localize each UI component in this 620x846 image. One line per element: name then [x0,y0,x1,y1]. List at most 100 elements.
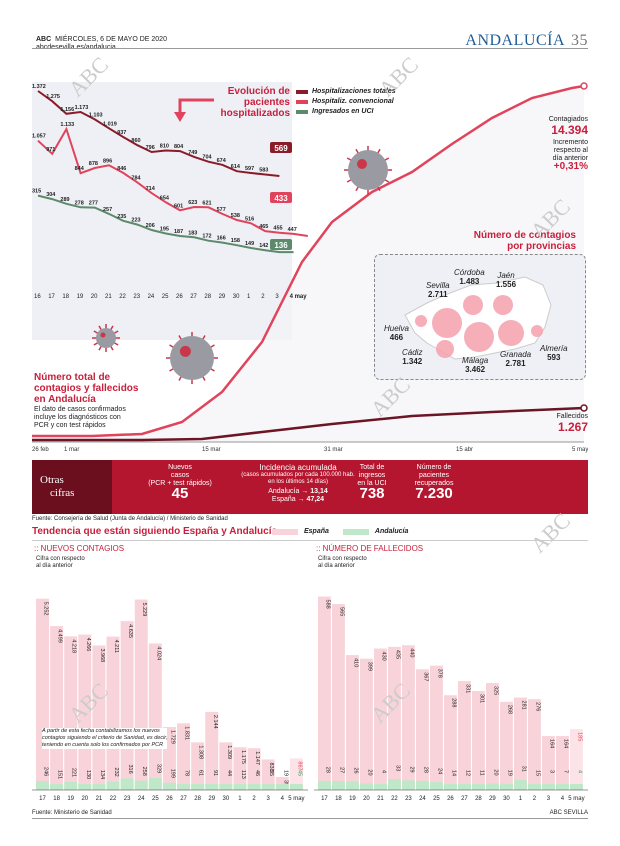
bar-espana [500,701,513,790]
main-chart-note: El dato de casos confirmados incluye los… [34,406,126,429]
bar-espana [92,645,106,790]
legend-andalucia-swatch [342,528,369,535]
bar-x-tick: 17 [321,796,328,802]
prov-huelva: Huelva 466 [384,324,409,342]
fallecidos-chart: 5882817565271841026193992020430421435332… [314,596,588,802]
bar-espana-label: 367 [422,672,428,681]
bar-espana-label: 4.499 [57,629,63,643]
hosp-x-tick: 22 [119,294,126,300]
bar-espana [430,665,443,790]
hosp-conv-label: 971 [46,147,55,153]
hosp-uci-label: 206 [146,223,155,229]
legend-uci: Ingresados en UCI [296,108,396,115]
bar-espana-label: 4.024 [155,646,161,660]
bar-espana [318,596,331,790]
bar-espana [514,697,527,790]
prov-jaen: Jaén 1.556 [496,271,517,289]
hosp-uci-label: 315 [32,189,41,195]
bar-x-tick: 1 [238,796,242,802]
bar-espana [50,626,64,790]
bar-andalucia [388,779,401,790]
bar-espana [106,636,120,790]
bar-andalucia-label: 4 [576,770,582,773]
bar-andalucia [444,784,457,790]
hosp-conv-label: 1.133 [60,122,74,128]
bar-andalucia-label: 258 [141,767,147,776]
bar-andalucia [191,784,205,790]
hosp-x-tick: 30 [233,294,240,300]
bar-andalucia [36,781,49,790]
hosp-conv-label: 516 [245,216,254,222]
bar-x-tick: 21 [377,796,384,802]
hosp-totales-label: 674 [217,158,227,164]
bar-espana [148,643,162,790]
band-uci: Total de ingresos en la UCI 738 [357,464,387,502]
hosp-uci-label: 195 [160,226,169,232]
main-x-tick: 31 mar [324,447,343,453]
bar-x-tick: 20 [363,796,370,802]
bar-x-tick: 24 [138,796,145,802]
bar-andalucia-label: 44 [226,770,232,776]
hosp-totales-label: 614 [231,164,241,170]
hosp-uci-label: 149 [245,241,254,247]
bubble-jaen [493,295,513,315]
bar-andalucia [261,784,275,790]
bar-x-tick: 17 [39,796,46,802]
bar-andalucia-label: 61 [198,770,204,776]
bar-espana-label: 1.147 [254,751,260,765]
bar-espana-label: 4.211 [113,640,119,653]
hosp-uci-label: 172 [202,234,211,240]
bar-x-tick: 24 [419,796,426,802]
hosp-totales-label: 937 [117,130,126,136]
bar-andalucia [177,784,191,790]
bar-espana [36,598,49,790]
hosp-x-tick: 1 [247,294,251,300]
main-x-tick: 5 may [572,447,588,453]
hosp-x-tick: 23 [133,294,140,300]
prov-almeria: Almería 593 [540,344,568,362]
contagiados-value: 14.394 [551,123,588,137]
bar-x-tick: 19 [349,796,356,802]
bar-x-tick: 2 [533,796,537,802]
hosp-uci-label: 277 [89,201,98,207]
bar-andalucia-label: 33 [394,765,400,771]
prov-granada: Granada 2.781 [500,350,532,368]
bar-espana-label: 268 [506,705,512,714]
bar-espana [542,736,555,790]
bar-x-tick: 4 [281,796,285,802]
legend-convencional: Hospitaliz. convencional [296,98,396,105]
bar-espana-label: 185 [576,732,582,741]
bar-andalucia [542,784,555,790]
contagiados-line [32,84,585,438]
bar-espana [191,742,205,790]
footer-rule [32,818,588,819]
virus-icon [170,336,214,380]
hosp-totales-label: 804 [174,144,184,150]
bar-andalucia [332,781,345,790]
hosp-totales-line [37,90,280,177]
bar-espana [247,748,261,790]
bar-espana-label: 301 [478,694,484,703]
hosp-legend: Hospitalizaciones totales Hospitaliz. co… [296,88,396,115]
watermark: ABC [525,507,576,558]
virus-icon-dot [357,159,367,169]
bar-andalucia-label: 91 [212,770,218,776]
bar-x-tick: 28 [194,796,201,802]
bar-andalucia-label: 28 [422,767,428,773]
hosp-title: Evolución de pacientes hospitalizados [220,86,290,119]
bar-espana [261,759,275,790]
bar-andalucia [205,784,219,790]
bar-espana [205,711,219,790]
bar-espana [388,646,401,790]
contagiados-end [580,82,588,90]
bar-espana-label: 4.218 [71,639,77,653]
hosp-x-tick: 20 [91,294,98,300]
hosp-conv-label: 538 [231,213,240,219]
hosp-totales-label: 597 [245,166,254,172]
bar-andalucia-label: 35 [268,770,274,776]
hosp-conv-label: 455 [273,226,282,232]
hosp-totales-label: 1.173 [75,105,89,111]
band-nuevos: Nuevos casos (PCR + test rápidos) 45 [148,464,212,502]
hosp-conv-label: 621 [202,200,211,206]
bar-espana-label: 838 [268,762,274,771]
